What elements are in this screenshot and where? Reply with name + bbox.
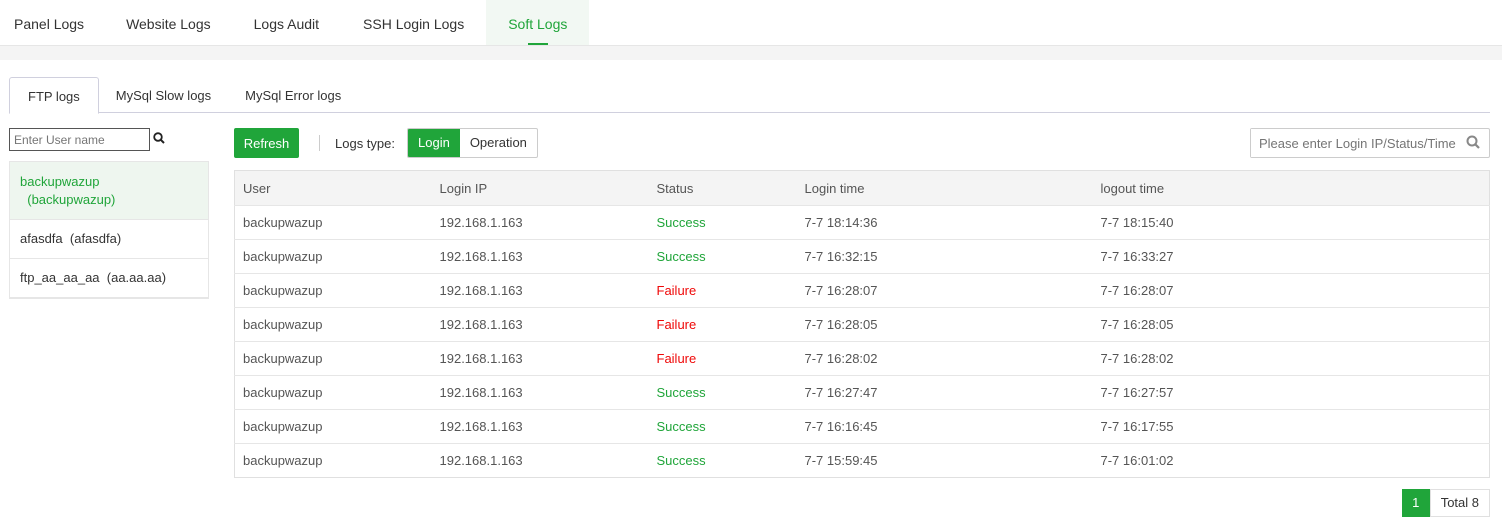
- top-nav: Panel Logs Website Logs Logs Audit SSH L…: [0, 0, 1502, 46]
- cell-user: backupwazup: [234, 375, 432, 410]
- cell-login-ip: 192.168.1.163: [431, 341, 649, 376]
- cell-logout-time: 7-7 16:33:27: [1092, 239, 1490, 274]
- search-icon[interactable]: [1466, 135, 1480, 152]
- tab-mysql-slow-logs[interactable]: MySql Slow logs: [115, 88, 212, 103]
- col-logout-time: logout time: [1092, 170, 1490, 206]
- search-icon[interactable]: [153, 132, 165, 147]
- cell-user: backupwazup: [234, 205, 432, 240]
- cell-status: Failure: [648, 341, 797, 376]
- page-1[interactable]: 1: [1401, 489, 1430, 517]
- table-row: backupwazup 192.168.1.163 Failure 7-7 16:28…: [234, 307, 1490, 342]
- pagination: 1 Total 8: [1401, 489, 1490, 517]
- cell-login-time: 7-7 16:32:15: [796, 239, 1093, 274]
- cell-login-time: 7-7 16:28:02: [796, 341, 1093, 376]
- user-item[interactable]: ftp_aa_aa_aa (aa.aa.aa): [10, 259, 208, 298]
- cell-login-time: 7-7 18:14:36: [796, 205, 1093, 240]
- user-list: backupwazup (backupwazup) afasdfa (afasd…: [9, 161, 209, 299]
- tab-panel-logs[interactable]: Panel Logs: [14, 16, 85, 32]
- cell-user: backupwazup: [234, 273, 432, 308]
- divider: [319, 135, 320, 151]
- logs-table: User Login IP Status Login time logout t…: [234, 170, 1490, 478]
- user-item[interactable]: afasdfa (afasdfa): [10, 220, 208, 259]
- cell-status: Failure: [648, 307, 797, 342]
- cell-login-time: 7-7 16:28:05: [796, 307, 1093, 342]
- operation-type-button[interactable]: Operation: [469, 135, 527, 150]
- tab-soft-logs[interactable]: Soft Logs: [486, 0, 590, 45]
- table-row: backupwazup 192.168.1.163 Failure 7-7 16:28…: [234, 341, 1490, 376]
- cell-login-time: 7-7 16:16:45: [796, 409, 1093, 444]
- cell-logout-time: 7-7 16:28:02: [1092, 341, 1490, 376]
- tab-ftp-logs[interactable]: FTP logs: [9, 77, 99, 114]
- cell-status: Failure: [648, 273, 797, 308]
- cell-user: backupwazup: [234, 409, 432, 444]
- refresh-button[interactable]: Refresh: [234, 128, 299, 158]
- total-count: Total 8: [1429, 489, 1490, 517]
- cell-logout-time: 7-7 18:15:40: [1092, 205, 1490, 240]
- cell-user: backupwazup: [234, 443, 432, 478]
- table-row: backupwazup 192.168.1.163 Success 7-7 16:27…: [234, 375, 1490, 410]
- cell-status: Success: [648, 375, 797, 410]
- cell-status: Success: [648, 409, 797, 444]
- divider: [0, 46, 1502, 60]
- cell-status: Success: [648, 443, 797, 478]
- login-type-button[interactable]: Login: [408, 129, 460, 157]
- cell-login-ip: 192.168.1.163: [431, 443, 649, 478]
- table-row: backupwazup 192.168.1.163 Failure 7-7 16:28…: [234, 273, 1490, 308]
- sub-tabs: FTP logs MySql Slow logs MySql Error log…: [9, 77, 1490, 114]
- cell-status: Success: [648, 205, 797, 240]
- log-search: [1250, 128, 1490, 158]
- cell-login-ip: 192.168.1.163: [431, 375, 649, 410]
- table-row: backupwazup 192.168.1.163 Success 7-7 16:32…: [234, 239, 1490, 274]
- cell-logout-time: 7-7 16:28:05: [1092, 307, 1490, 342]
- cell-user: backupwazup: [234, 341, 432, 376]
- logs-type-toggle: Login Operation: [407, 128, 538, 158]
- tab-logs-audit[interactable]: Logs Audit: [253, 16, 320, 32]
- cell-login-time: 7-7 15:59:45: [796, 443, 1093, 478]
- cell-user: backupwazup: [234, 239, 432, 274]
- table-row: backupwazup 192.168.1.163 Success 7-7 16:16…: [234, 409, 1490, 444]
- tab-website-logs[interactable]: Website Logs: [126, 16, 211, 32]
- log-search-input[interactable]: [1251, 129, 1461, 157]
- logs-type-label: Logs type:: [335, 136, 395, 151]
- table-row: backupwazup 192.168.1.163 Success 7-7 18:14…: [234, 205, 1490, 240]
- cell-login-ip: 192.168.1.163: [431, 409, 649, 444]
- cell-logout-time: 7-7 16:17:55: [1092, 409, 1490, 444]
- cell-login-ip: 192.168.1.163: [431, 239, 649, 274]
- tab-ssh-login-logs[interactable]: SSH Login Logs: [363, 16, 465, 32]
- col-login-ip: Login IP: [431, 170, 649, 206]
- cell-login-ip: 192.168.1.163: [431, 307, 649, 342]
- tab-mysql-error-logs[interactable]: MySql Error logs: [245, 88, 342, 103]
- cell-login-time: 7-7 16:27:47: [796, 375, 1093, 410]
- cell-login-ip: 192.168.1.163: [431, 273, 649, 308]
- col-status: Status: [648, 170, 797, 206]
- user-search-input[interactable]: [9, 128, 150, 151]
- table-row: backupwazup 192.168.1.163 Success 7-7 15:59…: [234, 443, 1490, 478]
- cell-logout-time: 7-7 16:28:07: [1092, 273, 1490, 308]
- col-login-time: Login time: [796, 170, 1093, 206]
- user-item[interactable]: backupwazup (backupwazup): [10, 162, 208, 220]
- cell-logout-time: 7-7 16:27:57: [1092, 375, 1490, 410]
- col-user: User: [234, 170, 432, 206]
- cell-login-time: 7-7 16:28:07: [796, 273, 1093, 308]
- cell-user: backupwazup: [234, 307, 432, 342]
- cell-login-ip: 192.168.1.163: [431, 205, 649, 240]
- cell-status: Success: [648, 239, 797, 274]
- cell-logout-time: 7-7 16:01:02: [1092, 443, 1490, 478]
